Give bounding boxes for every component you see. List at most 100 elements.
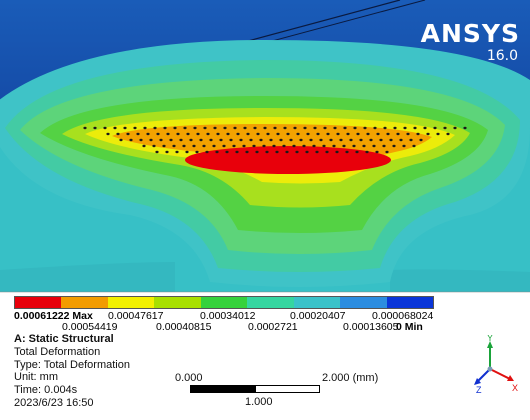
mesh-node bbox=[463, 126, 467, 130]
mesh-node bbox=[173, 126, 177, 130]
mesh-node bbox=[182, 144, 186, 148]
mesh-node bbox=[379, 138, 383, 142]
mesh-node bbox=[365, 150, 369, 154]
mesh-node bbox=[345, 150, 349, 154]
mesh-node bbox=[419, 138, 423, 142]
mesh-node bbox=[292, 144, 296, 148]
legend-colorbar bbox=[14, 296, 434, 309]
mesh-node bbox=[229, 138, 233, 142]
mesh-node bbox=[212, 144, 216, 148]
mesh-node bbox=[302, 144, 306, 148]
mesh-node bbox=[396, 132, 400, 136]
mesh-node bbox=[285, 150, 289, 154]
scale-mid-label: 1.000 bbox=[245, 396, 273, 408]
legend-label: 0.00034012 bbox=[200, 310, 256, 322]
mesh-node bbox=[446, 132, 450, 136]
legend-swatch bbox=[154, 297, 201, 308]
mesh-node bbox=[306, 132, 310, 136]
mesh-node bbox=[226, 132, 230, 136]
mesh-node bbox=[333, 126, 337, 130]
mesh-node bbox=[286, 132, 290, 136]
mesh-dots bbox=[83, 126, 467, 154]
mesh-node bbox=[412, 144, 416, 148]
legend-label: 0.00047617 bbox=[108, 310, 164, 322]
mesh-node bbox=[399, 138, 403, 142]
mesh-node bbox=[275, 150, 279, 154]
mesh-node bbox=[373, 126, 377, 130]
mesh-node bbox=[192, 144, 196, 148]
mesh-node bbox=[386, 132, 390, 136]
mesh-node bbox=[189, 138, 193, 142]
mesh-node bbox=[93, 126, 97, 130]
legend-label: 0.00013605 bbox=[343, 321, 399, 333]
legend-swatch bbox=[61, 297, 108, 308]
result-unit: Unit: mm bbox=[14, 371, 58, 384]
mesh-node bbox=[123, 126, 127, 130]
scale-right-label: 2.000 (mm) bbox=[322, 372, 379, 384]
scale-bar bbox=[190, 385, 320, 393]
result-date: 2023/6/23 16:50 bbox=[14, 396, 94, 409]
legend-swatch bbox=[200, 297, 248, 308]
mesh-node bbox=[249, 138, 253, 142]
legend-swatch bbox=[386, 297, 433, 308]
mesh-node bbox=[165, 150, 169, 154]
mesh-node bbox=[273, 126, 277, 130]
mesh-node bbox=[269, 138, 273, 142]
mesh-node bbox=[319, 138, 323, 142]
mesh-node bbox=[403, 126, 407, 130]
mesh-node bbox=[335, 150, 339, 154]
mesh-node bbox=[116, 132, 120, 136]
mesh-node bbox=[152, 144, 156, 148]
mesh-node bbox=[196, 132, 200, 136]
version-label: 16.0 bbox=[486, 48, 518, 64]
mesh-node bbox=[316, 132, 320, 136]
mesh-node bbox=[436, 132, 440, 136]
result-time: Time: 0.004s bbox=[14, 384, 78, 397]
mesh-node bbox=[282, 144, 286, 148]
mesh-node bbox=[312, 144, 316, 148]
coordinate-triad[interactable]: Y X Z bbox=[460, 335, 520, 395]
mesh-node bbox=[209, 138, 213, 142]
mesh-node bbox=[186, 132, 190, 136]
mesh-node bbox=[426, 132, 430, 136]
mesh-node bbox=[205, 150, 209, 154]
mesh-node bbox=[245, 150, 249, 154]
mesh-node bbox=[146, 132, 150, 136]
mesh-node bbox=[393, 126, 397, 130]
mesh-node bbox=[185, 150, 189, 154]
mesh-node bbox=[323, 126, 327, 130]
result-type: Type: Total Deformation bbox=[14, 358, 130, 371]
mesh-node bbox=[299, 138, 303, 142]
mesh-node bbox=[143, 126, 147, 130]
mesh-node bbox=[136, 132, 140, 136]
mesh-node bbox=[103, 126, 107, 130]
mesh-node bbox=[213, 126, 217, 130]
mesh-node bbox=[253, 126, 257, 130]
mesh-node bbox=[433, 126, 437, 130]
mesh-node bbox=[329, 138, 333, 142]
mesh-node bbox=[172, 144, 176, 148]
result-name: Total Deformation bbox=[14, 345, 101, 358]
legend-label: 0.000068024 bbox=[372, 310, 434, 322]
legend-swatch bbox=[247, 297, 294, 308]
mesh-node bbox=[129, 138, 133, 142]
legend-swatch bbox=[107, 297, 155, 308]
mesh-node bbox=[406, 132, 410, 136]
mesh-node bbox=[235, 150, 239, 154]
legend-swatch bbox=[293, 297, 341, 308]
mesh-node bbox=[383, 126, 387, 130]
mesh-node bbox=[139, 138, 143, 142]
mesh-node bbox=[133, 126, 137, 130]
mesh-node bbox=[162, 144, 166, 148]
legend-min-label: 0 Min bbox=[396, 321, 423, 333]
mesh-node bbox=[169, 138, 173, 142]
mesh-node bbox=[336, 132, 340, 136]
mesh-node bbox=[382, 144, 386, 148]
mesh-node bbox=[232, 144, 236, 148]
mesh-node bbox=[413, 126, 417, 130]
mesh-node bbox=[126, 132, 130, 136]
mesh-node bbox=[222, 144, 226, 148]
mesh-node bbox=[83, 126, 87, 130]
mesh-node bbox=[159, 138, 163, 142]
